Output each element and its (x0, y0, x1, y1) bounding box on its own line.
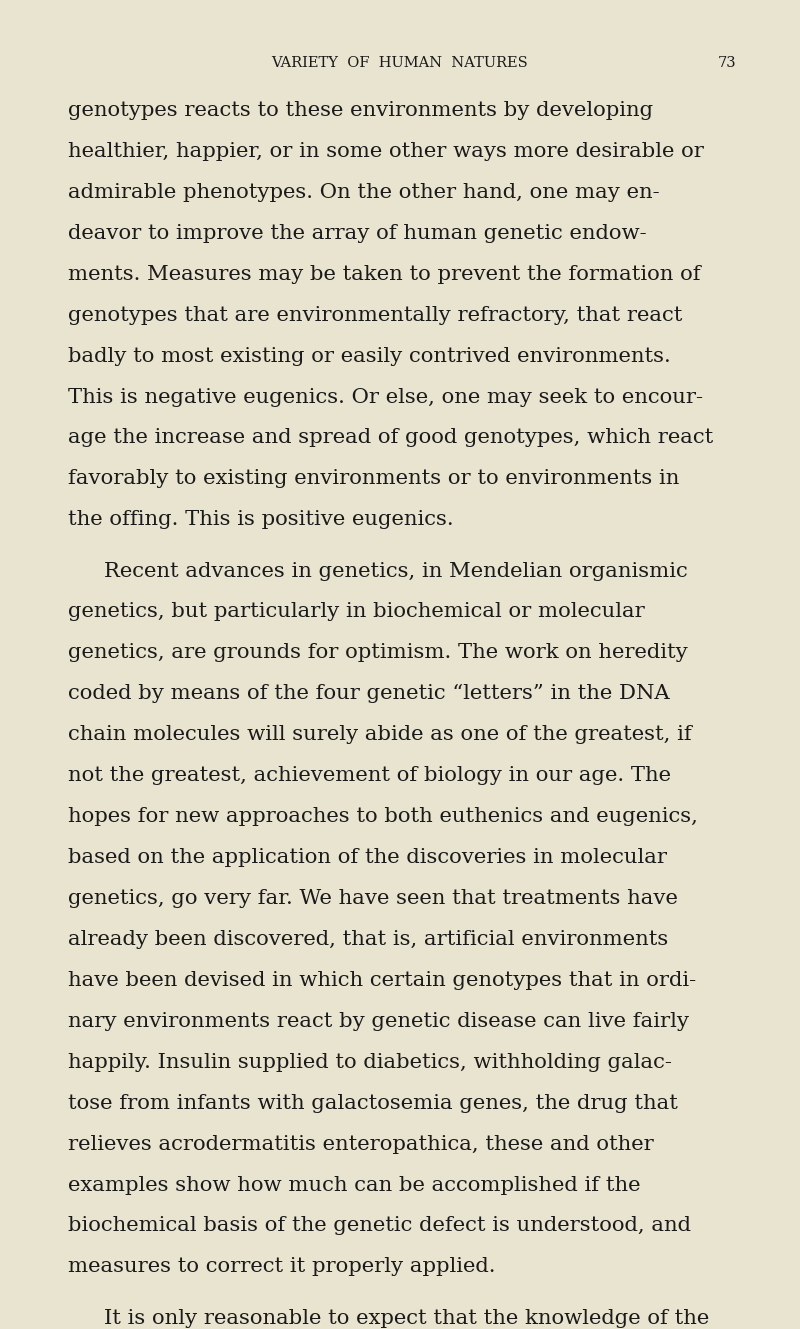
Text: ments. Measures may be taken to prevent the formation of: ments. Measures may be taken to prevent … (68, 264, 701, 283)
Text: genetics, but particularly in biochemical or molecular: genetics, but particularly in biochemica… (68, 602, 645, 622)
Text: hopes for new approaches to both euthenics and eugenics,: hopes for new approaches to both eutheni… (68, 807, 698, 827)
Text: genetics, go very far. We have seen that treatments have: genetics, go very far. We have seen that… (68, 889, 678, 908)
Text: nary environments react by genetic disease can live fairly: nary environments react by genetic disea… (68, 1011, 689, 1031)
Text: admirable phenotypes. On the other hand, one may en-: admirable phenotypes. On the other hand,… (68, 183, 660, 202)
Text: coded by means of the four genetic “letters” in the DNA: coded by means of the four genetic “lett… (68, 684, 670, 703)
Text: This is negative eugenics. Or else, one may seek to encour-: This is negative eugenics. Or else, one … (68, 388, 703, 407)
Text: already been discovered, that is, artificial environments: already been discovered, that is, artifi… (68, 930, 668, 949)
Text: chain molecules will surely abide as one of the greatest, if: chain molecules will surely abide as one… (68, 726, 692, 744)
Text: badly to most existing or easily contrived environments.: badly to most existing or easily contriv… (68, 347, 670, 365)
Text: genetics, are grounds for optimism. The work on heredity: genetics, are grounds for optimism. The … (68, 643, 688, 662)
Text: healthier, happier, or in some other ways more desirable or: healthier, happier, or in some other way… (68, 142, 704, 161)
Text: not the greatest, achievement of biology in our age. The: not the greatest, achievement of biology… (68, 767, 671, 785)
Text: age the increase and spread of good genotypes, which react: age the increase and spread of good geno… (68, 428, 714, 448)
Text: tose from infants with galactosemia genes, the drug that: tose from infants with galactosemia gene… (68, 1094, 678, 1112)
Text: deavor to improve the array of human genetic endow-: deavor to improve the array of human gen… (68, 223, 646, 243)
Text: have been devised in which certain genotypes that in ordi-: have been devised in which certain genot… (68, 971, 696, 990)
Text: happily. Insulin supplied to diabetics, withholding galac-: happily. Insulin supplied to diabetics, … (68, 1053, 672, 1071)
Text: examples show how much can be accomplished if the: examples show how much can be accomplish… (68, 1176, 641, 1195)
Text: Recent advances in genetics, in Mendelian organismic: Recent advances in genetics, in Mendelia… (104, 562, 688, 581)
Text: genotypes reacts to these environments by developing: genotypes reacts to these environments b… (68, 101, 653, 120)
Text: based on the application of the discoveries in molecular: based on the application of the discover… (68, 848, 667, 867)
Text: genotypes that are environmentally refractory, that react: genotypes that are environmentally refra… (68, 306, 682, 324)
Text: 73: 73 (718, 57, 736, 70)
Text: relieves acrodermatitis enteropathica, these and other: relieves acrodermatitis enteropathica, t… (68, 1135, 654, 1154)
Text: the offing. This is positive eugenics.: the offing. This is positive eugenics. (68, 510, 454, 529)
Text: measures to correct it properly applied.: measures to correct it properly applied. (68, 1257, 495, 1276)
Text: favorably to existing environments or to environments in: favorably to existing environments or to… (68, 469, 679, 488)
Text: It is only reasonable to expect that the knowledge of the: It is only reasonable to expect that the… (104, 1309, 710, 1328)
Text: biochemical basis of the genetic defect is understood, and: biochemical basis of the genetic defect … (68, 1216, 691, 1236)
Text: VARIETY  OF  HUMAN  NATURES: VARIETY OF HUMAN NATURES (272, 57, 528, 70)
